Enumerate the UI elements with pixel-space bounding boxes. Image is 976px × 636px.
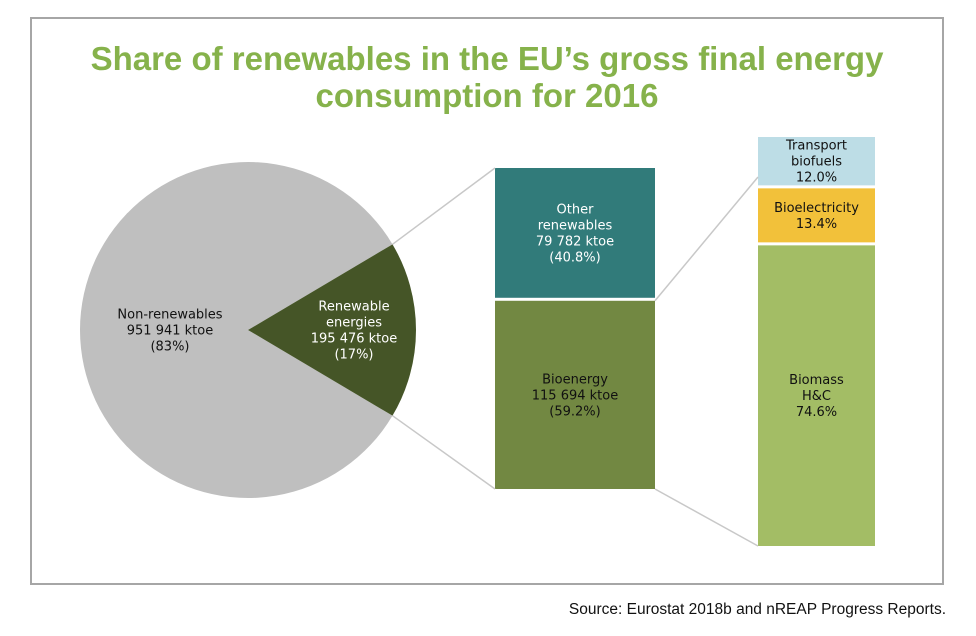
bar1-segment-other (495, 168, 655, 298)
bar2-label-bioelec-line-1: Bioelectricity (774, 201, 859, 216)
chart-title-line-2: consumption for 2016 (315, 77, 659, 114)
source-note: Source: Eurostat 2018b and nREAP Progres… (568, 601, 946, 618)
bar1-label-other: Other renewables 79 782 ktoe (40.8%) (536, 202, 614, 265)
connector-renewables-top (392, 167, 496, 245)
bar2-label-transport-line-2: biofuels (791, 155, 842, 170)
bar1-label-bio-line-1: Bioenergy (542, 372, 608, 387)
bar2-label-transport-line-1: Transport (785, 139, 847, 154)
bar1-label-other-line-1: Other (557, 202, 595, 217)
connector-bioenergy-bottom (654, 488, 759, 547)
pie-label-renewables-line-2: energies (326, 316, 382, 331)
pie-label-renewables-line-3: 195 476 ktoe (311, 332, 397, 347)
pie-slice-renewables (248, 244, 416, 416)
bar2-label-biomass: Biomass H&C 74.6% (789, 373, 844, 420)
bar2-label-biomass-line-1: Biomass (789, 373, 844, 388)
pie-label-non-renewables-line-2: 951 941 ktoe (127, 324, 213, 339)
bar1-segment-bio (495, 300, 655, 489)
pie-slice-non-renewables (79, 161, 393, 499)
chart-title-line-1: Share of renewables in the EU’s gross fi… (90, 40, 884, 77)
pie-label-non-renewables: Non-renewables 951 941 ktoe (83%) (117, 308, 222, 355)
bar1-label-bio-line-3: (59.2%) (549, 404, 600, 419)
pie-label-renewables: Renewable energies 195 476 ktoe (17%) (311, 300, 397, 363)
bar1-label-other-line-4: (40.8%) (549, 250, 600, 265)
pie-label-non-renewables-line-1: Non-renewables (117, 308, 222, 323)
bar2-label-bioelec: Bioelectricity 13.4% (774, 201, 859, 232)
bar2-segment-bioelec (758, 188, 875, 243)
bar2-label-bioelec-line-2: 13.4% (796, 217, 837, 232)
bar1-label-bio-line-2: 115 694 ktoe (532, 388, 618, 403)
connector-renewables-bottom (392, 415, 496, 490)
connector-bioenergy-top (654, 176, 759, 302)
bar1-label-other-line-3: 79 782 ktoe (536, 234, 614, 249)
bar2-label-transport: Transport biofuels 12.0% (785, 139, 847, 186)
bar2-label-biomass-line-2: H&C (802, 389, 831, 404)
chart-title: Share of renewables in the EU’s gross fi… (30, 40, 944, 114)
pie-label-renewables-line-4: (17%) (334, 348, 373, 363)
bar2-label-biomass-line-3: 74.6% (796, 405, 837, 420)
bar2-label-transport-line-3: 12.0% (796, 171, 837, 186)
bar1-label-other-line-2: renewables (538, 218, 613, 233)
bar2-segment-biomass (758, 245, 875, 546)
bar2-segment-transport (758, 137, 875, 186)
pie-label-renewables-line-1: Renewable (318, 300, 389, 315)
bar1-label-bio: Bioenergy 115 694 ktoe (59.2%) (532, 372, 618, 419)
pie-label-non-renewables-line-3: (83%) (150, 340, 189, 355)
